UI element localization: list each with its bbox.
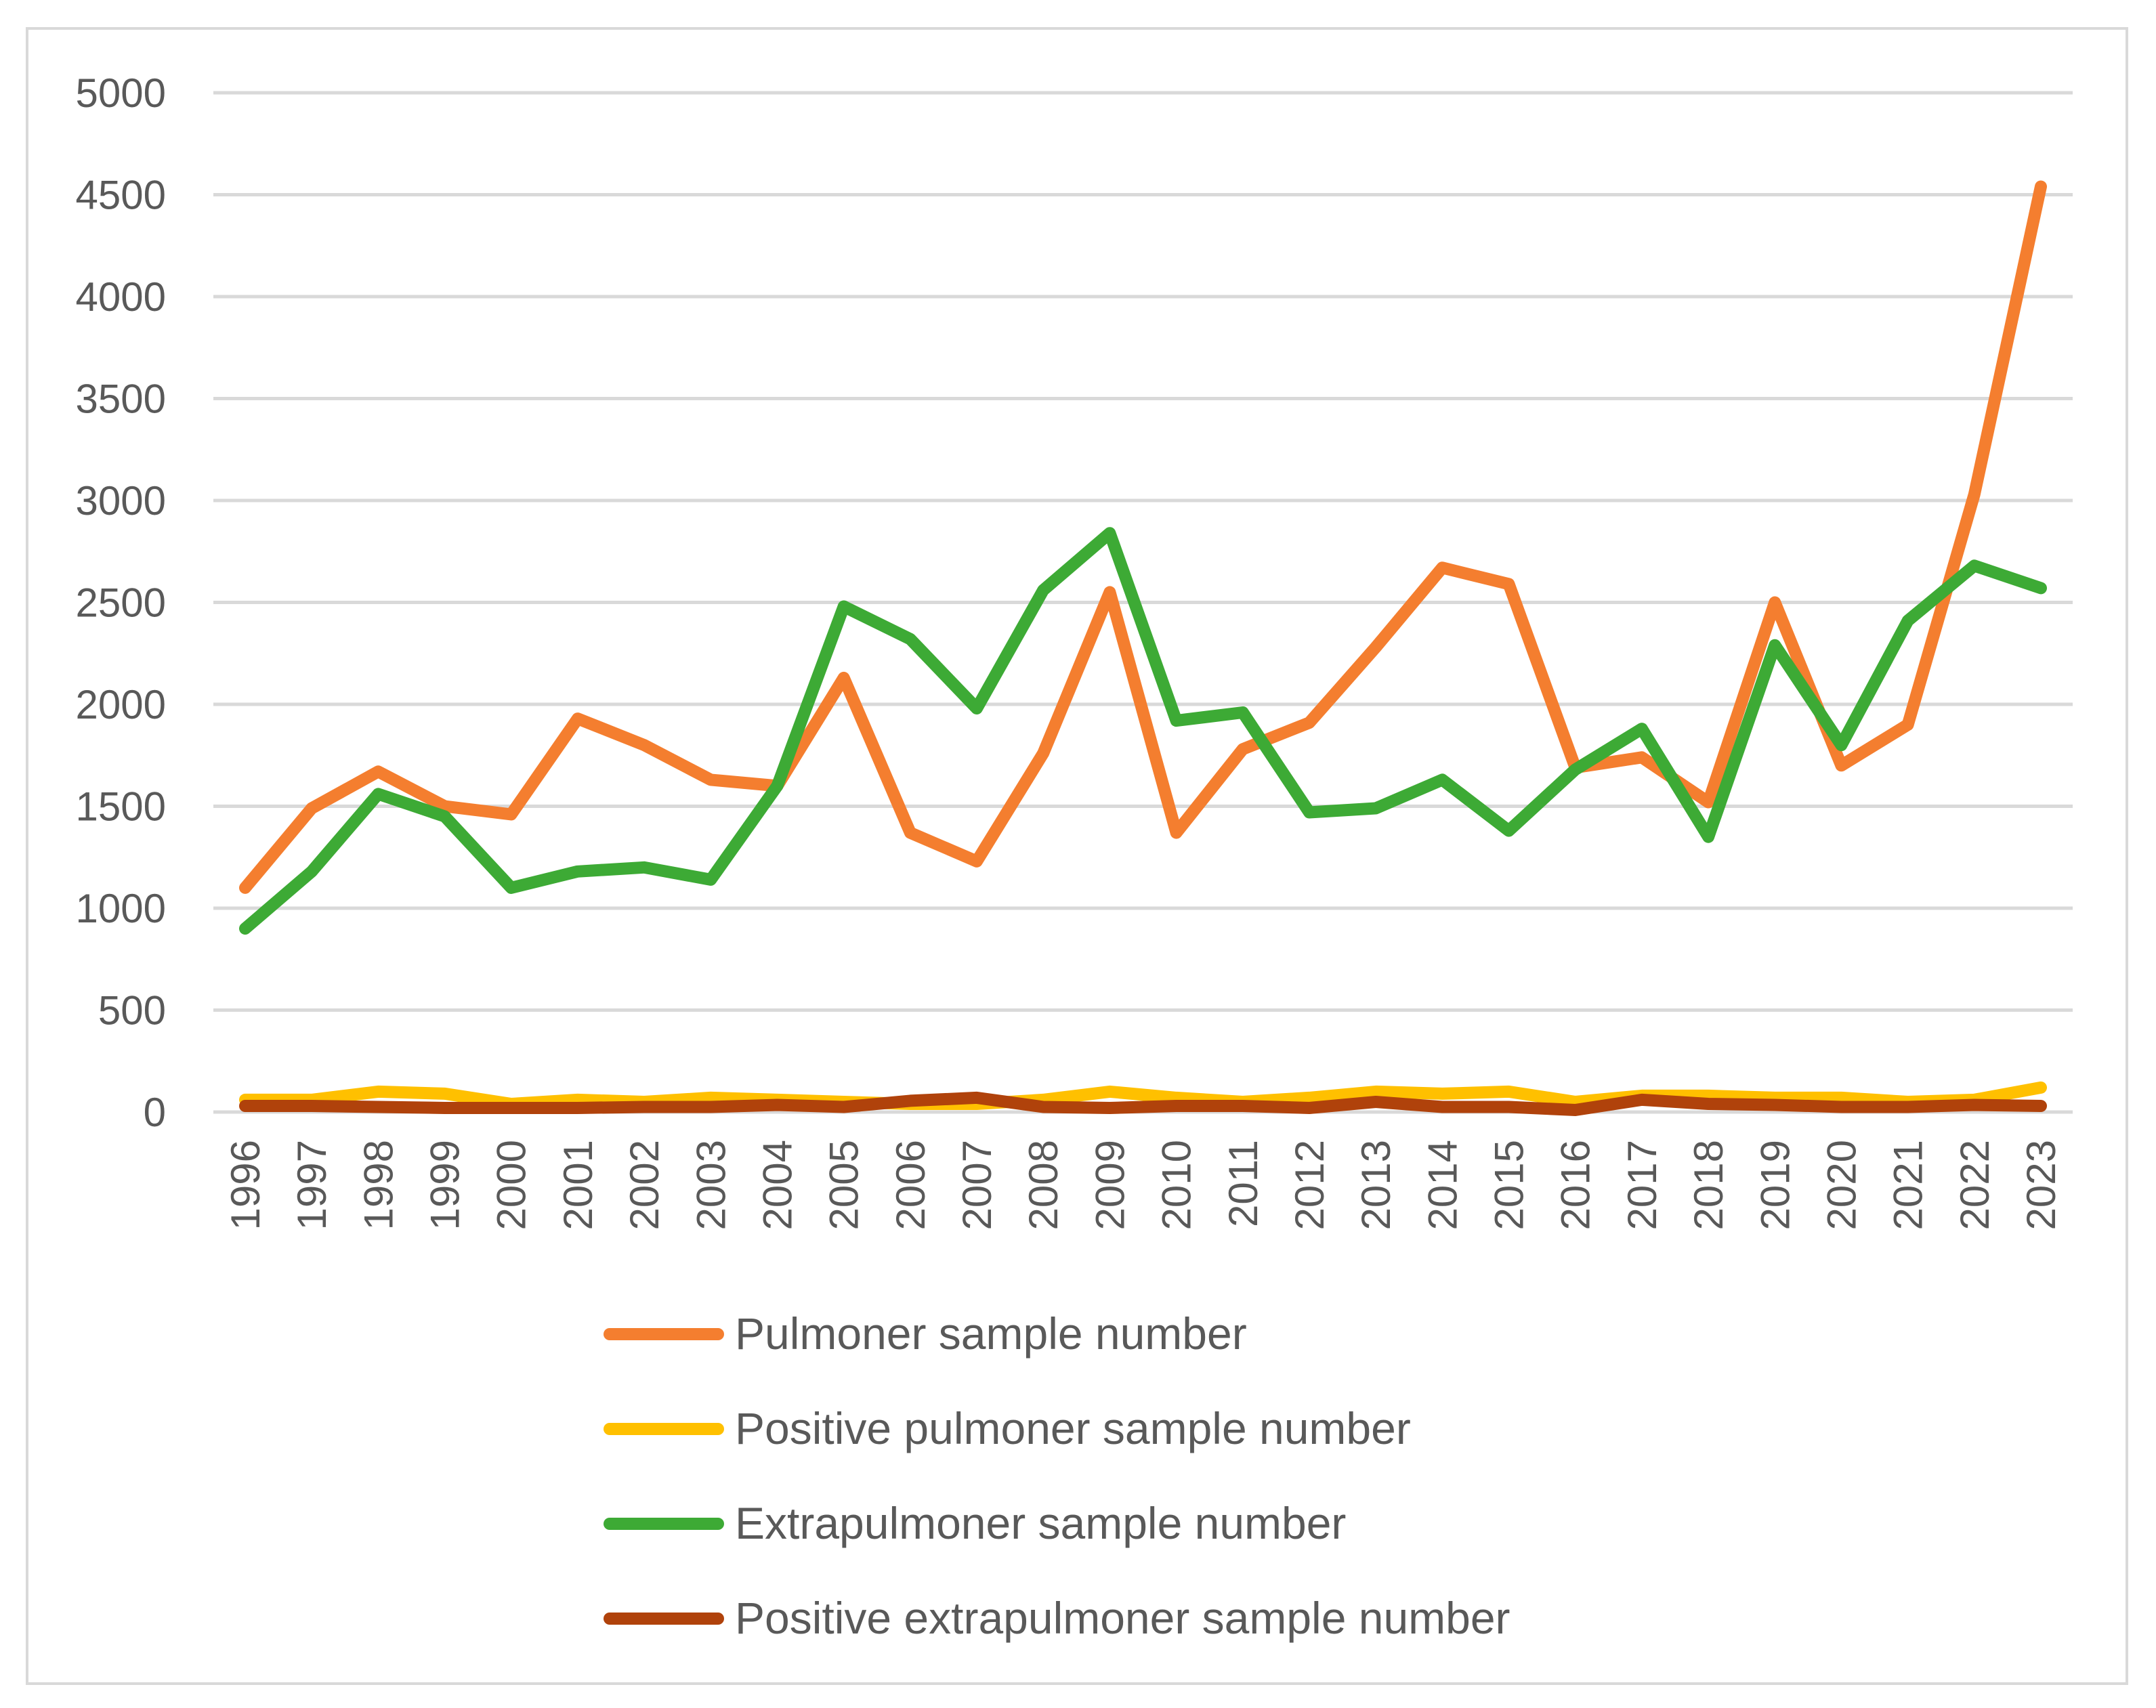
x-tick-label: 2001 — [555, 1140, 601, 1230]
x-tick-label: 2023 — [2018, 1140, 2064, 1230]
x-axis-tick-labels: 1996 1997 1998 1999 2000 2001 2002 2003 2004 2005… — [223, 1140, 2064, 1230]
gridlines — [213, 91, 2073, 1114]
series-lines — [239, 180, 2047, 1116]
x-tick-label: 2010 — [1154, 1140, 1200, 1230]
x-tick-label: 2003 — [688, 1140, 734, 1230]
x-tick-label: 2018 — [1686, 1140, 1731, 1230]
x-tick-label: 1999 — [423, 1140, 468, 1230]
x-tick-label: 1997 — [289, 1140, 335, 1230]
x-tick-label: 2020 — [1819, 1140, 1864, 1230]
y-tick-label: 0 — [144, 1090, 166, 1135]
x-tick-label: 2014 — [1420, 1140, 1465, 1230]
x-tick-label: 2015 — [1487, 1140, 1532, 1230]
x-tick-label: 2013 — [1353, 1140, 1399, 1230]
x-tick-label: 2008 — [1021, 1140, 1066, 1230]
y-tick-label: 4000 — [76, 274, 166, 320]
y-tick-label: 4500 — [76, 173, 166, 218]
legend-label: Positive extrapulmoner sample number — [735, 1593, 1510, 1643]
x-tick-label: 2022 — [1952, 1140, 1998, 1230]
x-tick-label: 1996 — [223, 1140, 268, 1230]
x-tick-label: 2009 — [1087, 1140, 1133, 1230]
y-tick-label: 500 — [98, 988, 166, 1033]
series-line-3 — [239, 1091, 2047, 1116]
legend-label: Positive pulmoner sample number — [735, 1403, 1411, 1453]
x-tick-label: 2011 — [1221, 1140, 1266, 1227]
x-tick-label: 1998 — [356, 1140, 401, 1230]
y-tick-label: 5000 — [76, 70, 166, 116]
series-line-2 — [239, 527, 2047, 935]
y-tick-label: 3500 — [76, 377, 166, 422]
x-tick-label: 2006 — [888, 1140, 933, 1230]
y-axis-tick-labels: 0 500 1000 1500 2000 2500 3000 3500 4000 4500 5000 — [76, 70, 166, 1135]
legend: Pulmoner sample number Positive pulmoner … — [604, 1308, 1510, 1643]
x-tick-label: 2012 — [1287, 1140, 1332, 1230]
series-line-0 — [239, 180, 2047, 894]
x-tick-label: 2004 — [755, 1140, 800, 1230]
y-tick-label: 2500 — [76, 580, 166, 626]
x-tick-label: 2016 — [1553, 1140, 1599, 1230]
y-tick-label: 1500 — [76, 784, 166, 830]
x-tick-label: 2021 — [1886, 1140, 1931, 1230]
legend-label: Extrapulmoner sample number — [735, 1498, 1346, 1548]
x-tick-label: 2000 — [489, 1140, 534, 1230]
y-tick-label: 3000 — [76, 478, 166, 524]
legend-label: Pulmoner sample number — [735, 1308, 1247, 1359]
series-line-1 — [239, 1081, 2047, 1110]
x-tick-label: 2017 — [1620, 1140, 1665, 1230]
y-tick-label: 1000 — [76, 886, 166, 931]
x-tick-label: 2019 — [1752, 1140, 1798, 1230]
x-tick-label: 2002 — [622, 1140, 667, 1230]
x-tick-label: 2007 — [954, 1140, 1000, 1230]
chart-frame — [26, 27, 2128, 1685]
x-tick-label: 2005 — [822, 1140, 867, 1230]
y-tick-label: 2000 — [76, 682, 166, 727]
